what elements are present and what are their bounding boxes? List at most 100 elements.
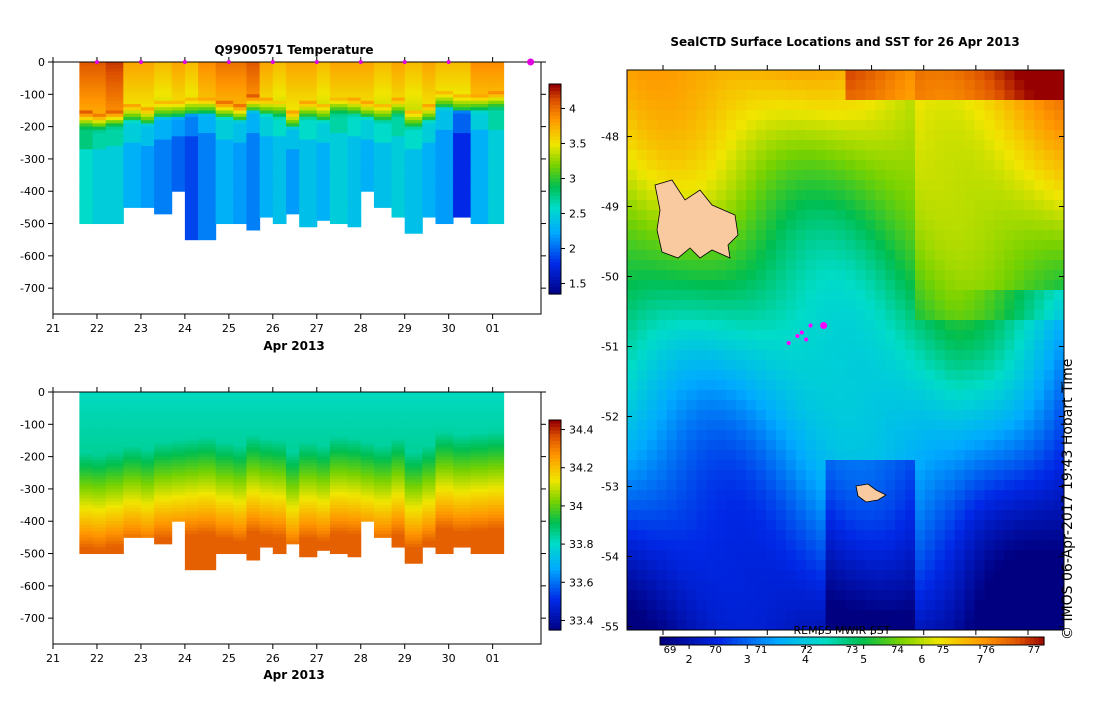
temperature-cell bbox=[299, 85, 317, 89]
salinity-cell bbox=[79, 489, 93, 493]
salinity-cell bbox=[286, 515, 300, 519]
salinity-cell bbox=[246, 428, 260, 432]
sst-cell bbox=[1034, 410, 1044, 420]
temperature-cell bbox=[198, 220, 216, 224]
salinity-cell bbox=[488, 453, 504, 457]
colorbar-step bbox=[549, 616, 561, 620]
salinity-cell bbox=[123, 495, 141, 499]
salinity-cell bbox=[330, 476, 348, 480]
sst-cell bbox=[786, 140, 796, 150]
sst-cell bbox=[746, 390, 756, 400]
temperature-cell bbox=[246, 169, 260, 173]
temperature-cell bbox=[453, 185, 471, 189]
temperature-cell bbox=[348, 204, 362, 208]
sst-cell bbox=[687, 180, 697, 190]
salinity-cell bbox=[330, 415, 348, 419]
temperature-cell bbox=[185, 104, 199, 108]
salinity-cell bbox=[405, 440, 423, 444]
sst-cell bbox=[935, 200, 945, 210]
sst-cell bbox=[895, 460, 905, 470]
temperature-cell bbox=[260, 110, 274, 114]
salinity-cell bbox=[106, 392, 124, 396]
sst-cell bbox=[1004, 510, 1014, 520]
temperature-cell bbox=[488, 217, 504, 221]
salinity-cell bbox=[260, 524, 274, 528]
salinity-cell bbox=[185, 418, 199, 422]
sst-cell bbox=[895, 130, 905, 140]
sst-cell bbox=[816, 170, 826, 180]
sst-cell bbox=[677, 460, 687, 470]
salinity-cell bbox=[348, 473, 362, 477]
salinity-cell bbox=[93, 473, 107, 477]
temperature-cell bbox=[106, 94, 124, 98]
sst-cell bbox=[746, 450, 756, 460]
salinity-cell bbox=[79, 434, 93, 438]
salinity-cell bbox=[172, 424, 186, 428]
temperature-cell bbox=[273, 120, 287, 124]
sst-cell bbox=[706, 330, 716, 340]
salinity-cell bbox=[172, 405, 186, 409]
colorbar-step bbox=[549, 553, 561, 557]
temperature-cell bbox=[405, 110, 423, 114]
temperature-cell bbox=[488, 207, 504, 211]
salinity-cell bbox=[405, 528, 423, 532]
temperature-cell bbox=[317, 214, 331, 218]
sst-cell bbox=[994, 190, 1004, 200]
sst-cell bbox=[657, 80, 667, 90]
temperature-cell bbox=[185, 201, 199, 205]
salinity-cell bbox=[141, 466, 155, 470]
temperature-cell bbox=[471, 65, 489, 69]
colorbar-step bbox=[549, 557, 561, 561]
sst-cell bbox=[816, 250, 826, 260]
salinity-cell bbox=[435, 486, 453, 490]
salinity-cell bbox=[123, 534, 141, 538]
temperature-cell bbox=[216, 81, 234, 85]
sst-cell bbox=[1044, 460, 1054, 470]
sst-cell bbox=[826, 130, 836, 140]
sst-cell bbox=[637, 300, 647, 310]
temperature-cell bbox=[348, 182, 362, 186]
colorbar-step bbox=[549, 196, 561, 200]
temperature-cell bbox=[330, 107, 348, 111]
temperature-cell bbox=[185, 98, 199, 102]
sst-cell bbox=[637, 320, 647, 330]
salinity-cell bbox=[172, 460, 186, 464]
salinity-cell bbox=[260, 408, 274, 412]
colorbar-step bbox=[549, 144, 561, 148]
sst-cell bbox=[746, 370, 756, 380]
salinity-cell bbox=[198, 440, 216, 444]
salinity-cell bbox=[93, 479, 107, 483]
sst-cell bbox=[1054, 270, 1064, 280]
salinity-cell bbox=[260, 499, 274, 503]
salinity-cell bbox=[246, 499, 260, 503]
salinity-cell bbox=[141, 415, 155, 419]
colorbar-step bbox=[549, 441, 561, 445]
salinity-cell bbox=[471, 489, 489, 493]
temperature-cell bbox=[198, 136, 216, 140]
sst-cell bbox=[1004, 260, 1014, 270]
temperature-cell bbox=[361, 156, 375, 160]
sst-cell bbox=[826, 190, 836, 200]
salinity-cell bbox=[361, 502, 375, 506]
temperature-cell bbox=[317, 101, 331, 105]
temperature-cell bbox=[185, 175, 199, 179]
sst-cell bbox=[915, 220, 925, 230]
sst-cell bbox=[746, 380, 756, 390]
temperature-cell bbox=[216, 98, 234, 102]
sst-cell bbox=[667, 390, 677, 400]
salinity-cell bbox=[405, 453, 423, 457]
temperature-cell bbox=[374, 98, 392, 102]
temperature-cell bbox=[471, 175, 489, 179]
sst-cell bbox=[776, 270, 786, 280]
sst-cell bbox=[875, 160, 885, 170]
temperature-cell bbox=[299, 62, 317, 66]
sst-cell bbox=[736, 90, 746, 100]
sst-cell bbox=[816, 130, 826, 140]
salinity-cell bbox=[123, 431, 141, 435]
sst-cell bbox=[985, 270, 995, 280]
salinity-cell bbox=[233, 437, 247, 441]
temperature-cell bbox=[260, 182, 274, 186]
salinity-cell bbox=[123, 521, 141, 525]
sst-cell bbox=[697, 140, 707, 150]
temperature-cell bbox=[172, 85, 186, 89]
